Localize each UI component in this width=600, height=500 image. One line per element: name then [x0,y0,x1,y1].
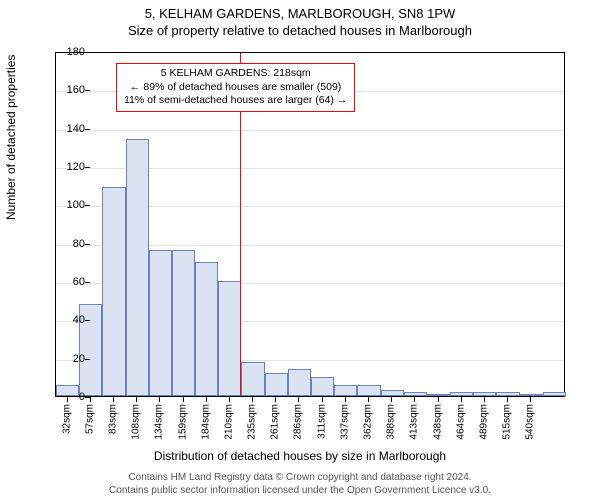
x-tick-mark [229,397,230,402]
histogram-bar [404,392,427,396]
y-tick-label: 140 [55,123,85,135]
x-tick-mark [530,397,531,402]
x-tick-label: 388sqm [386,404,397,440]
x-tick-mark [275,397,276,402]
chart-title-sub: Size of property relative to detached ho… [0,23,600,38]
histogram-bar [543,392,566,396]
x-tick-mark [484,397,485,402]
y-tick-mark [85,359,90,360]
x-tick-label: 413sqm [409,404,420,440]
x-tick-label: 286sqm [293,404,304,440]
x-tick-mark [461,397,462,402]
chart-title-main: 5, KELHAM GARDENS, MARLBOROUGH, SN8 1PW [0,6,600,21]
histogram-bar [288,369,311,396]
x-tick-mark [90,397,91,402]
x-tick-mark [322,397,323,402]
histogram-bar [473,392,496,396]
y-tick-mark [85,244,90,245]
y-tick-label: 60 [55,276,85,288]
histogram-bar [241,362,264,397]
histogram-bar [427,394,450,396]
histogram-bar [496,392,519,396]
histogram-bar [149,250,172,396]
y-tick-mark [85,129,90,130]
x-tick-label: 108sqm [131,404,142,440]
footer-line-2: Contains public sector information licen… [0,484,600,497]
histogram-bar [520,394,543,396]
footer-attribution: Contains HM Land Registry data © Crown c… [0,471,600,497]
x-tick-mark [345,397,346,402]
annotation-line: 11% of semi-detached houses are larger (… [124,94,347,108]
x-tick-label: 489sqm [478,404,489,440]
x-tick-label: 184sqm [200,404,211,440]
x-tick-label: 362sqm [362,404,373,440]
histogram-bar [450,392,473,396]
x-tick-mark [252,397,253,402]
x-tick-mark [368,397,369,402]
x-tick-label: 464sqm [455,404,466,440]
histogram-bar [126,139,149,396]
x-tick-label: 337sqm [339,404,350,440]
y-tick-label: 160 [55,84,85,96]
histogram-bar [195,262,218,396]
y-tick-mark [85,167,90,168]
y-tick-mark [85,52,90,53]
histogram-bar [218,281,241,396]
x-tick-label: 210sqm [223,404,234,440]
x-tick-label: 311sqm [316,404,327,439]
x-tick-mark [298,397,299,402]
x-tick-mark [183,397,184,402]
histogram-bar [172,250,195,396]
x-tick-mark [206,397,207,402]
x-tick-mark [438,397,439,402]
histogram-bar [357,385,380,397]
x-axis-label: Distribution of detached houses by size … [0,449,600,463]
histogram-bar [311,377,334,396]
chart-plot-area: 5 KELHAM GARDENS: 218sqm← 89% of detache… [55,52,565,397]
histogram-bar [102,187,125,396]
x-tick-mark [414,397,415,402]
x-tick-label: 515sqm [502,404,513,440]
gridline [56,130,564,131]
x-tick-mark [67,397,68,402]
x-tick-label: 235sqm [247,404,258,440]
y-tick-mark [85,205,90,206]
x-tick-label: 83sqm [107,404,118,434]
x-tick-mark [391,397,392,402]
x-tick-label: 134sqm [154,404,165,440]
x-tick-mark [136,397,137,402]
y-tick-mark [85,282,90,283]
y-tick-label: 20 [55,353,85,365]
x-tick-label: 540sqm [525,404,536,440]
x-tick-mark [507,397,508,402]
x-tick-label: 159sqm [177,404,188,440]
y-tick-mark [85,90,90,91]
x-tick-label: 57sqm [84,404,95,434]
y-tick-label: 40 [55,314,85,326]
histogram-bar [334,385,357,397]
x-tick-mark [159,397,160,402]
x-tick-label: 261sqm [270,404,281,440]
y-tick-label: 120 [55,161,85,173]
y-axis-label: Number of detached properties [4,55,18,220]
x-tick-label: 438sqm [432,404,443,440]
y-tick-label: 80 [55,238,85,250]
y-tick-label: 100 [55,199,85,211]
annotation-line: 5 KELHAM GARDENS: 218sqm [124,67,347,81]
footer-line-1: Contains HM Land Registry data © Crown c… [0,471,600,484]
y-tick-label: 180 [55,46,85,58]
histogram-bar [381,390,404,396]
x-tick-mark [113,397,114,402]
histogram-bar [265,373,288,396]
y-tick-mark [85,320,90,321]
x-tick-label: 32sqm [61,404,72,434]
annotation-box: 5 KELHAM GARDENS: 218sqm← 89% of detache… [116,63,355,112]
y-tick-label: 0 [55,391,85,403]
annotation-line: ← 89% of detached houses are smaller (50… [124,81,347,95]
